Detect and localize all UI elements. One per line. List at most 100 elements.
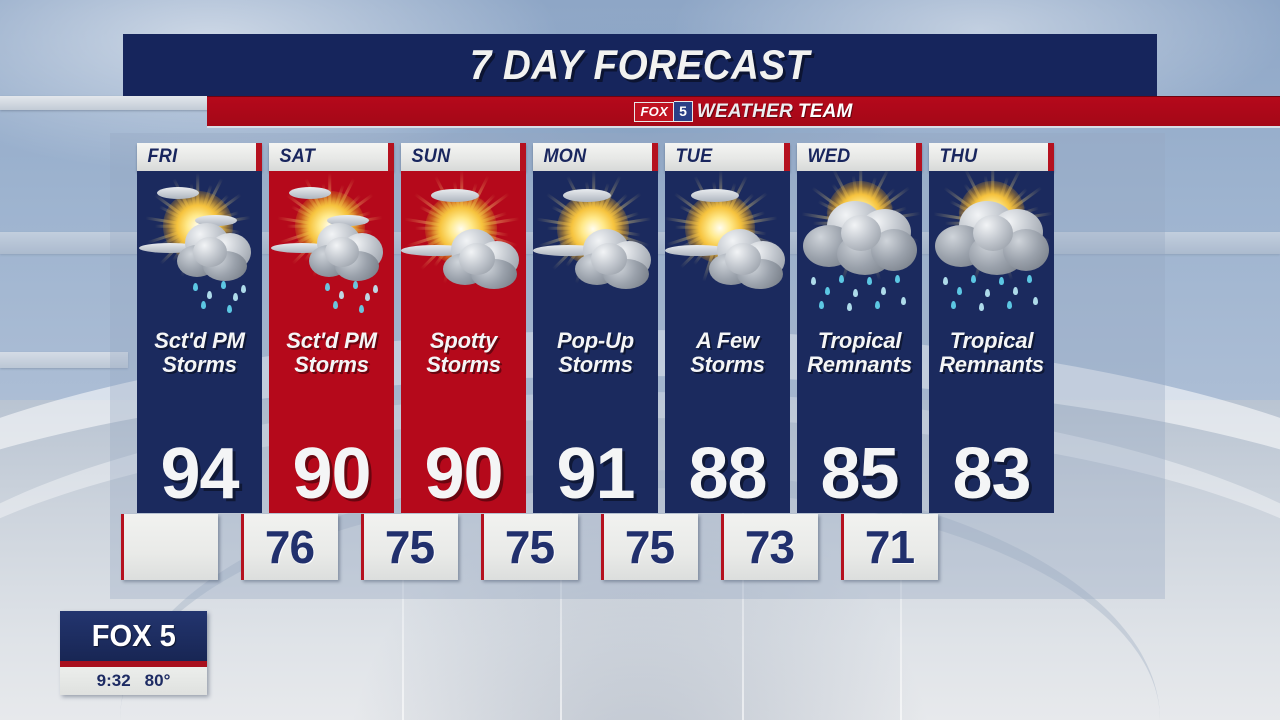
low-temperature: 76 [264,521,315,573]
condition-line-2: Storms [690,352,765,378]
low-temp-tue: 75 [601,514,698,580]
station-name: FOX 5 [91,618,176,653]
low-accent [601,514,604,580]
cloud-wisp-top [431,189,479,202]
weather-team-banner: FOX 5 WEATHER TEAM [207,96,1280,128]
high-temperature: 90 [424,433,503,513]
condition-line-2: Remnants [807,352,912,378]
forecast-day-sun[interactable]: SUN Spotty Storms 90 [401,143,526,513]
station-logo-icon: FOX 5 [60,611,207,661]
low-accent [361,514,364,580]
condition-line-2: Storms [426,352,501,378]
low-temp-sat: 76 [241,514,338,580]
day-header-tue: TUE [665,143,790,171]
low-temperature: 75 [384,521,435,573]
day-header-sat: SAT [269,143,394,171]
cloud-wisp-low [533,245,603,256]
forecast-day-thu[interactable]: THU [929,143,1054,513]
condition-text: Sct'd PM Storms [137,328,262,378]
cloud-wisp-low [139,243,201,253]
forecast-day-mon[interactable]: MON Pop-Up Storms 91 [533,143,658,513]
day-body-fri: Sct'd PM Storms 94 [137,171,262,513]
day-label: FRI [147,146,178,167]
day-header-accent [784,143,790,171]
low-temperature: 71 [864,521,915,573]
high-temperature: 91 [556,433,635,513]
condition-text: A Few Storms [665,328,790,378]
low-accent [121,514,124,580]
set-bar-upper-left [0,96,212,110]
cloud-wisp-mid [327,215,369,226]
sun-cloud-icon [665,171,790,323]
sun-cloud-rain-icon [137,171,262,323]
team-word: TEAM [797,100,853,122]
low-temp-sun: 75 [361,514,458,580]
day-label: TUE [675,146,713,167]
cloud-sun-rain-icon [929,171,1054,323]
day-body-mon: Pop-Up Storms 91 [533,171,658,513]
day-header-thu: THU [929,143,1054,171]
forecast-day-fri[interactable]: FRI [137,143,262,513]
low-temperature: 73 [744,521,795,573]
day-label: MON [543,146,587,167]
sun-cloud-icon [533,171,658,323]
day-header-accent [256,143,262,171]
sun-cloud-icon [401,171,526,323]
weather-team-label: WEATHER TEAM [697,101,853,123]
condition-line-1: A Few [696,328,759,353]
high-temperature: 88 [688,433,767,513]
low-accent [841,514,844,580]
weather-word: WEATHER [696,100,793,122]
day-label: WED [807,146,851,167]
current-temperature: 80° [144,671,171,690]
condition-text: Tropical Remnants [929,328,1054,378]
condition-line-2: Storms [162,352,237,378]
day-label: THU [939,146,978,167]
condition-line-1: Sct'd PM [154,328,245,353]
fox-logo-icon: FOX [634,101,675,122]
condition-text: Sct'd PM Storms [269,328,394,378]
low-temp-fri [121,514,218,580]
low-accent [241,514,244,580]
day-header-accent [520,143,526,171]
day-header-accent [1048,143,1054,171]
cloud-sun-rain-icon [797,171,922,323]
page-title: 7 DAY FORECAST [470,41,810,88]
condition-line-2: Remnants [939,352,1044,378]
cloud-wisp-top [289,187,331,199]
forecast-day-wed[interactable]: WED [797,143,922,513]
day-body-sun: Spotty Storms 90 [401,171,526,513]
low-temperature: 75 [504,521,555,573]
cloud-wisp-low [271,243,333,253]
low-temperature: 75 [624,521,675,573]
day-label: SAT [279,146,316,167]
day-body-sat: Sct'd PM Storms 90 [269,171,394,513]
condition-text: Tropical Remnants [797,328,922,378]
condition-line-2: Storms [294,352,369,378]
cloud-wisp-low [665,245,729,256]
station-bug-info: 9:32 80° [60,667,207,695]
station-bug-rule [60,661,207,667]
day-body-wed: Tropical Remnants 85 [797,171,922,513]
high-temperature: 83 [952,433,1031,513]
low-temperature-row: 76 75 75 75 73 71 [121,514,1151,580]
forecast-day-sat[interactable]: SAT [269,143,394,513]
day-label: SUN [411,146,451,167]
day-header-sun: SUN [401,143,526,171]
day-body-tue: A Few Storms 88 [665,171,790,513]
station-bug: FOX 5 9:32 80° [60,611,207,695]
sun-cloud-rain-icon [269,171,394,323]
forecast-day-tue[interactable]: TUE A Few Storms 88 [665,143,790,513]
cloud-wisp-top [563,189,611,202]
condition-line-1: Sct'd PM [286,328,377,353]
day-header-wed: WED [797,143,922,171]
forecast-day-columns: FRI [137,143,1155,513]
condition-line-1: Tropical [817,328,902,353]
low-temp-thu: 71 [841,514,938,580]
forecast-title-bar: 7 DAY FORECAST [123,34,1157,96]
condition-line-1: Pop-Up [556,328,634,353]
condition-text: Spotty Storms [401,328,526,378]
current-time: 9:32 [96,671,131,690]
low-accent [721,514,724,580]
day-header-accent [388,143,394,171]
